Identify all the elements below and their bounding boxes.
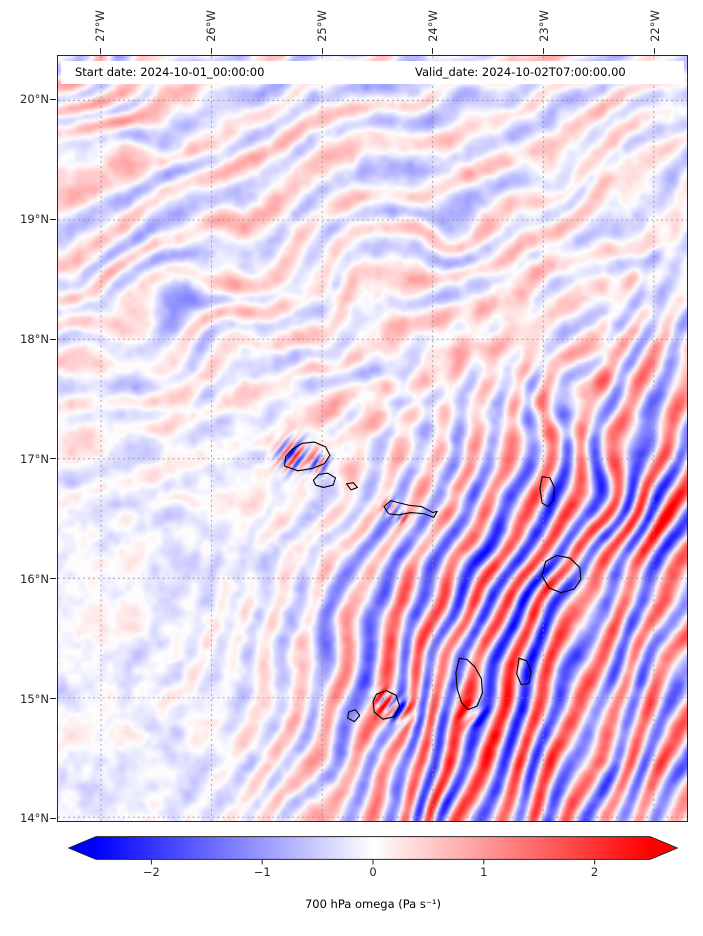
lon-tick-mark (654, 48, 656, 54)
island-outline-s-o-nicolau (383, 500, 438, 518)
lat-tick-mark (50, 98, 56, 100)
island-outline-santiago (455, 657, 483, 711)
lat-tick-mark (50, 578, 56, 580)
island-outline-brava (347, 709, 361, 723)
colorbar-tick-label: 1 (480, 865, 488, 879)
island-outline-fogo (372, 690, 401, 720)
lat-tick-mark (50, 458, 56, 460)
gridlines (58, 56, 687, 821)
lat-tick-label: 20°N (20, 92, 49, 107)
lat-tick-mark (50, 218, 56, 220)
lat-tick-mark (50, 338, 56, 340)
island-coastlines (284, 441, 582, 723)
map-plot-area: Start date: 2024-10-01_00:00:00 Valid_da… (57, 55, 688, 822)
omega-field-heatmap (58, 56, 687, 821)
lon-tick-mark (543, 48, 545, 54)
lat-tick-label: 18°N (20, 332, 49, 347)
colorbar (68, 836, 678, 865)
colorbar-tick-label: −2 (142, 865, 160, 879)
island-outline-sal (539, 476, 555, 508)
lat-tick-label: 14°N (20, 811, 49, 826)
lon-tick-mark (321, 48, 323, 54)
colorbar-tick-label: 2 (590, 865, 599, 879)
lat-tick-label: 19°N (20, 212, 49, 227)
valid-date-annotation: Valid_date: 2024-10-02T07:00:00.00 (415, 65, 626, 79)
lat-tick-label: 16°N (20, 571, 49, 586)
colorbar-tick-label: −1 (253, 865, 271, 879)
island-outline-santo-ant-o (284, 441, 331, 472)
lon-tick-mark (99, 48, 101, 54)
island-outline-s-o-vicente (312, 472, 336, 488)
lon-tick-label: 25°W (315, 10, 330, 42)
lon-tick-label: 24°W (425, 10, 440, 42)
start-date-annotation: Start date: 2024-10-01_00:00:00 (75, 65, 265, 79)
colorbar-gradient-bar (68, 836, 678, 860)
lon-tick-label: 22°W (647, 10, 662, 42)
lon-tick-label: 26°W (204, 10, 219, 42)
colorbar-tick-label: 0 (369, 865, 377, 879)
island-outline-boa-vista (541, 554, 582, 594)
lon-tick-label: 23°W (536, 10, 551, 42)
island-outline-santa-luzia (345, 482, 359, 491)
lon-tick-mark (432, 48, 434, 54)
lat-tick-label: 15°N (20, 691, 49, 706)
lat-tick-label: 17°N (20, 451, 49, 466)
island-outline-maio (516, 657, 532, 686)
lat-tick-mark (50, 817, 56, 819)
lon-tick-mark (210, 48, 212, 54)
annotation-band: Start date: 2024-10-01_00:00:00 Valid_da… (61, 61, 684, 84)
colorbar-tick-labels: −2 −1 0 1 2 (68, 865, 678, 881)
colorbar-tick-marks (150, 859, 596, 865)
map-overlay (58, 56, 687, 821)
colorbar-label: 700 hPa omega (Pa s⁻¹) (304, 897, 442, 911)
lon-tick-label: 27°W (93, 10, 108, 42)
lat-tick-mark (50, 698, 56, 700)
